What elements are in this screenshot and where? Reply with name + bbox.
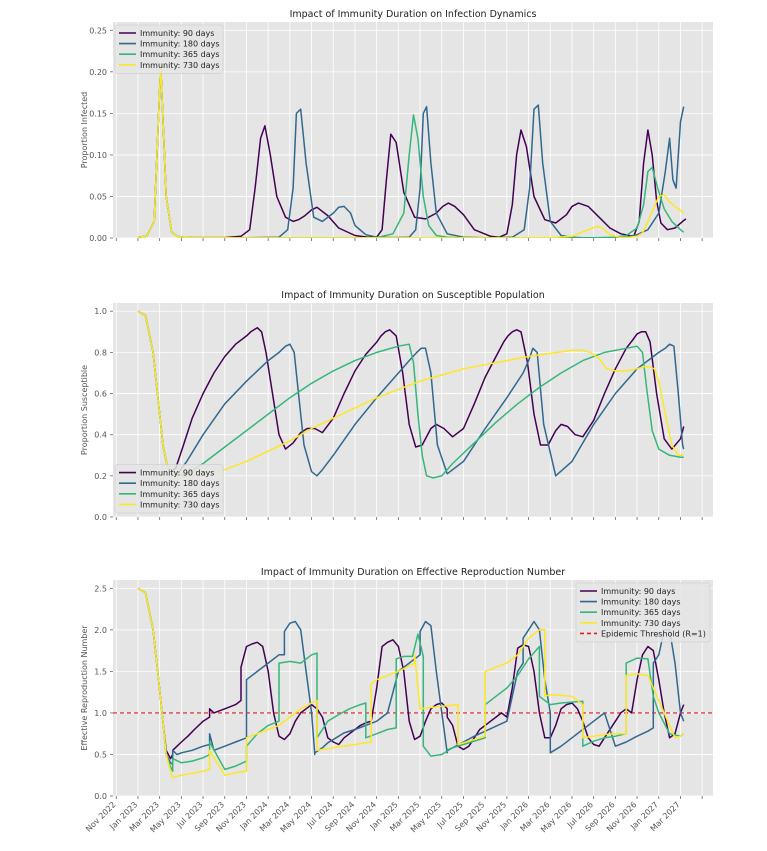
y-tick-label: 0.0 [94, 513, 107, 522]
legend-label: Epidemic Threshold (R=1) [601, 629, 706, 638]
y-axis-label: Proportion Susceptible [80, 365, 89, 455]
legend-box [114, 24, 224, 74]
series-line [137, 64, 687, 238]
y-tick-label: 1.0 [94, 709, 107, 718]
series-line [137, 310, 685, 473]
series-group [137, 587, 685, 779]
y-tick-label: 0.05 [89, 192, 107, 201]
y-axis-label: Proportion Infected [80, 92, 89, 169]
chart-panel-1: 0.00 0.05 0.10 0.15 0.20 0.25 Impact of Immuni… [80, 9, 713, 243]
y-axis-label: Effective Reproduction Number [80, 625, 89, 751]
legend-label: Immunity: 365 days [601, 608, 681, 617]
legend-label: Immunity: 365 days [140, 50, 220, 59]
legend-box [114, 464, 224, 514]
y-tick-label: 0.4 [94, 431, 107, 440]
y-tick-label: 0.15 [89, 109, 107, 118]
y-tick-label: 0.0 [94, 792, 107, 801]
legend-label: Immunity: 90 days [601, 587, 675, 596]
series-line [137, 64, 685, 238]
legend-label: Immunity: 730 days [601, 619, 681, 628]
chart-panel-3: 0.0 0.5 1.0 1.5 2.0 2.5 Impact of Immunity Dur… [80, 567, 713, 834]
y-tick-label: 0.20 [89, 68, 107, 77]
y-tick-label: 2.0 [94, 626, 107, 635]
y-tick-label: 2.5 [94, 584, 107, 593]
y-tick-label: 0.2 [94, 472, 107, 481]
y-tick-label: 0.6 [94, 390, 107, 399]
chart-title: Impact of Immunity Duration on Susceptib… [281, 290, 544, 301]
legend-box [575, 582, 711, 643]
y-tick-label: 1.0 [94, 307, 107, 316]
series-line [137, 587, 685, 779]
legend-label: Immunity: 730 days [140, 61, 220, 70]
series-line [137, 587, 685, 772]
legend-label: Immunity: 90 days [140, 469, 214, 478]
series-group [137, 64, 687, 238]
y-tick-label: 0.5 [94, 750, 107, 759]
legend-label: Immunity: 90 days [140, 29, 214, 38]
y-tick-label: 0.25 [89, 26, 107, 35]
y-tick-label: 1.5 [94, 667, 107, 676]
legend-label: Immunity: 180 days [140, 479, 220, 488]
y-tick-label: 0.10 [89, 151, 107, 160]
legend-label: Immunity: 730 days [140, 500, 220, 509]
legend-label: Immunity: 180 days [601, 598, 681, 607]
chart-title: Impact of Immunity Duration on Infection… [290, 9, 537, 20]
y-tick-label: 0.8 [94, 348, 107, 357]
chart-title: Impact of Immunity Duration on Effective… [261, 567, 565, 578]
y-tick-label: 0.00 [89, 234, 107, 243]
series-line [137, 310, 685, 477]
legend-label: Immunity: 180 days [140, 40, 220, 49]
series-line [137, 587, 685, 760]
chart-panel-2: 0.0 0.2 0.4 0.6 0.8 1.0 Impact of Immunity Dur… [80, 290, 713, 522]
legend-label: Immunity: 365 days [140, 490, 220, 499]
